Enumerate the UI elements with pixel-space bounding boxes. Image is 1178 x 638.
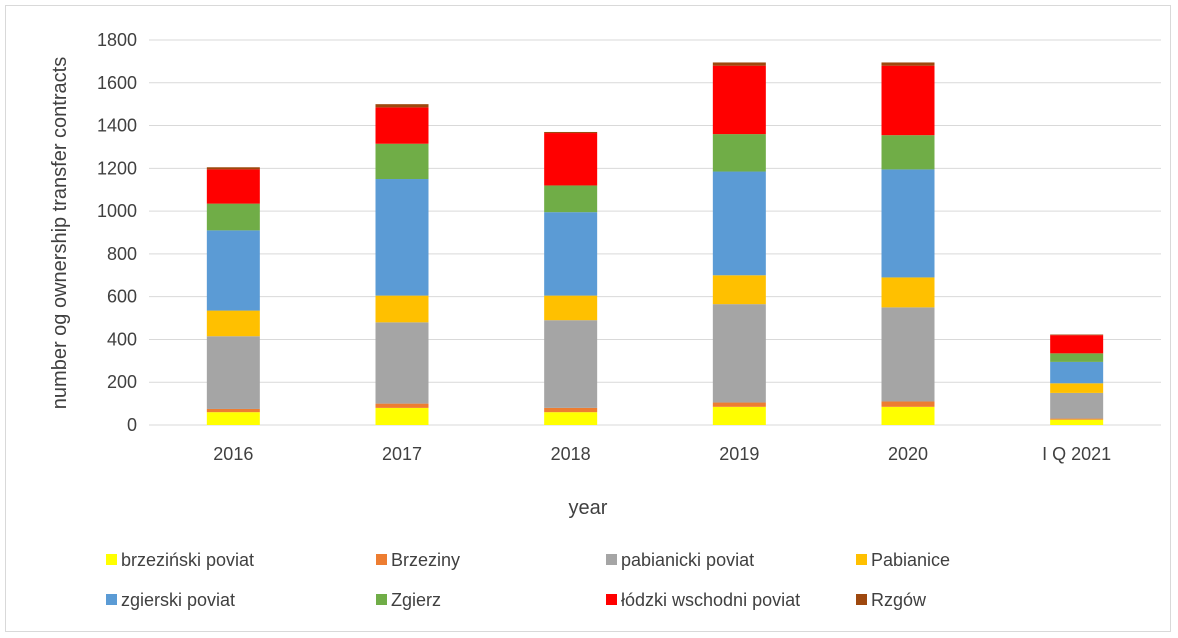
bar-segment	[712, 402, 766, 407]
legend-label: Zgierz	[391, 590, 441, 610]
x-axis-title: year	[569, 497, 608, 519]
bar-segment	[544, 131, 598, 134]
x-tick-label: 2020	[888, 444, 928, 464]
bar-segment	[206, 412, 260, 425]
bar-segment	[1050, 418, 1104, 420]
bar-segment	[881, 401, 935, 407]
legend-swatch	[856, 594, 867, 605]
bar-segment	[1050, 419, 1104, 425]
bar-segment	[375, 143, 429, 180]
chart-frame: 0 200 400 600 800 1000 1200 1400 1600 1800 2016 20…	[5, 5, 1171, 632]
bar-segment	[881, 277, 935, 308]
bar-segment	[544, 185, 598, 213]
legend: brzeziński poviat Brzeziny pabianicki povi…	[106, 550, 950, 610]
legend-swatch	[376, 554, 387, 565]
bar-segment	[206, 169, 260, 204]
bar-segment	[206, 310, 260, 337]
y-tick-label: 400	[107, 329, 137, 349]
bar-segment	[712, 275, 766, 305]
bar-segment	[375, 403, 429, 408]
y-tick-label: 0	[127, 415, 137, 435]
bar-segment	[712, 62, 766, 66]
legend-label: brzeziński poviat	[121, 550, 254, 570]
bar-segment	[1050, 334, 1104, 336]
bar-segment	[375, 407, 429, 425]
bar-segment	[712, 406, 766, 425]
y-tick-labels: 0 200 400 600 800 1000 1200 1400 1600 1800	[97, 30, 137, 435]
bar-segment	[544, 407, 598, 413]
y-tick-label: 600	[107, 287, 137, 307]
bars	[206, 62, 1104, 425]
x-tick-labels: 2016 2017 2018 2019 2020 I Q 2021	[213, 444, 1111, 464]
bar-segment	[1050, 361, 1104, 384]
bar-segment	[712, 171, 766, 276]
legend-label: Pabianice	[871, 550, 950, 570]
bar-segment	[375, 179, 429, 296]
y-tick-label: 1200	[97, 158, 137, 178]
bar-segment	[544, 133, 598, 186]
bar-segment	[1050, 383, 1104, 393]
bar-segment	[375, 295, 429, 323]
y-tick-label: 1000	[97, 201, 137, 221]
bar-segment	[881, 307, 935, 402]
bar-segment	[712, 65, 766, 135]
bar-segment	[544, 320, 598, 408]
bar-segment	[544, 212, 598, 296]
legend-label: pabianicki poviat	[621, 550, 754, 570]
bar-segment	[1050, 392, 1104, 419]
x-tick-label: 2017	[382, 444, 422, 464]
legend-label: Rzgów	[871, 590, 927, 610]
bar-segment	[881, 406, 935, 425]
y-tick-label: 800	[107, 244, 137, 264]
bar-segment	[206, 167, 260, 170]
y-axis-title: number og ownership transfer contracts	[49, 57, 71, 409]
bar-segment	[206, 408, 260, 413]
y-tick-label: 1800	[97, 30, 137, 50]
legend-label: zgierski poviat	[121, 590, 235, 610]
x-tick-label: 2016	[213, 444, 253, 464]
bar-segment	[375, 107, 429, 144]
legend-swatch	[106, 554, 117, 565]
x-tick-label: 2019	[719, 444, 759, 464]
legend-swatch	[606, 594, 617, 605]
bar-segment	[1050, 335, 1104, 354]
y-tick-label: 1600	[97, 73, 137, 93]
legend-swatch	[856, 554, 867, 565]
bar-segment	[206, 336, 260, 409]
legend-swatch	[106, 594, 117, 605]
bar-segment	[881, 62, 935, 66]
gridlines	[149, 39, 1161, 426]
x-tick-label: 2018	[551, 444, 591, 464]
y-tick-label: 1400	[97, 116, 137, 136]
legend-swatch	[376, 594, 387, 605]
bar-segment	[881, 65, 935, 136]
bar-segment	[712, 134, 766, 172]
legend-label: Brzeziny	[391, 550, 460, 570]
bar-segment	[544, 412, 598, 425]
bar-segment	[206, 203, 260, 231]
bar-segment	[712, 304, 766, 403]
y-tick-label: 200	[107, 372, 137, 392]
bar-segment	[375, 104, 429, 108]
bar-segment	[206, 230, 260, 311]
bar-segment	[375, 322, 429, 404]
x-tick-label: I Q 2021	[1042, 444, 1111, 464]
bar-segment	[544, 295, 598, 321]
legend-swatch	[606, 554, 617, 565]
legend-label: łódzki wschodni poviat	[621, 590, 800, 610]
bar-segment	[881, 135, 935, 170]
bar-segment	[881, 169, 935, 278]
bar-segment	[1050, 353, 1104, 362]
